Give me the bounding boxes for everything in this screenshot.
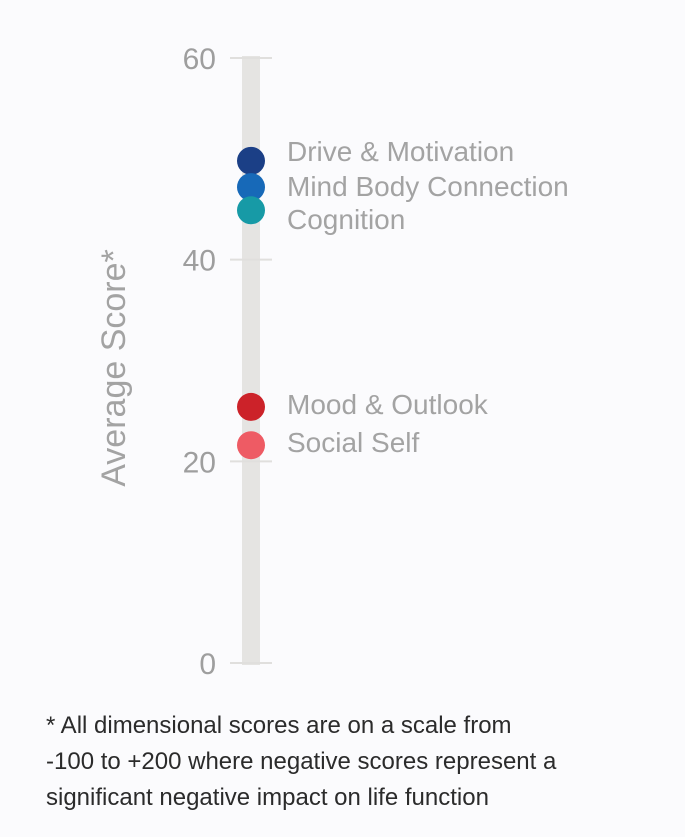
footnote-line: -100 to +200 where negative scores repre… [46, 748, 557, 775]
chart: 0 20 40 60 Average Score* Drive & Motivatio… [95, 43, 569, 681]
y-tick-label: 20 [183, 446, 216, 479]
y-axis-title: Average Score* [95, 249, 133, 487]
point-labels: Drive & Motivation Mind Body ConnectionCo… [287, 136, 569, 458]
data-point [237, 431, 265, 460]
data-point [237, 196, 265, 225]
footnote: * All dimensional scores are on a scale … [46, 708, 666, 816]
data-points [237, 146, 265, 460]
data-point [237, 146, 265, 175]
y-tick-label: 40 [183, 245, 216, 278]
point-label: Mind Body Connection [287, 171, 569, 202]
data-point [237, 392, 265, 421]
point-label: Cognition [287, 204, 405, 235]
y-tick-label: 0 [199, 648, 216, 681]
footnote-line: * All dimensional scores are on a scale … [46, 712, 512, 739]
point-label: Social Self [287, 427, 420, 458]
point-label: Mood & Outlook [287, 389, 489, 420]
data-point [237, 173, 265, 202]
point-label: Drive & Motivation [287, 136, 514, 167]
footnote-line: significant negative impact on life func… [46, 784, 489, 811]
y-tick-label: 60 [183, 43, 216, 76]
y-axis-ticks: 0 20 40 60 [183, 43, 272, 681]
